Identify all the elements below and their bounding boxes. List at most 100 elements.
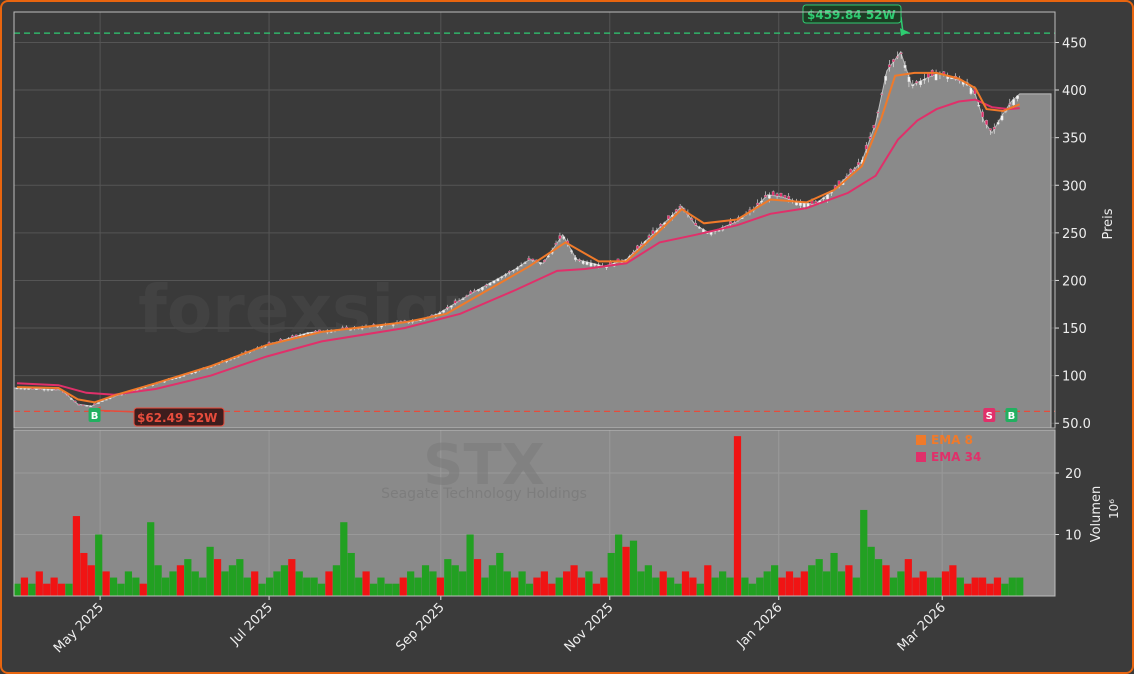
low-52w-label: $62.49 52W xyxy=(137,411,217,425)
volume-bar xyxy=(35,571,43,596)
price-panel-border xyxy=(13,11,1056,429)
candle-body xyxy=(294,334,298,337)
volume-bar xyxy=(659,571,667,596)
candle-body xyxy=(554,243,558,245)
candle-body xyxy=(876,111,880,114)
volume-bar xyxy=(726,577,734,596)
volume-bar xyxy=(72,516,81,596)
high-52w-label: $459.84 52W xyxy=(807,8,896,22)
volume-bar xyxy=(733,436,742,596)
candle-body xyxy=(934,74,938,81)
buy-signal-label: B xyxy=(91,411,99,422)
volume-bar xyxy=(481,577,489,596)
volume-bar xyxy=(273,571,281,596)
price-axis: 50.0 100 150 200 250 300 350 400 450 xyxy=(1055,36,1091,432)
candle-body xyxy=(992,127,996,130)
candle-body xyxy=(54,389,58,391)
volume-bar xyxy=(377,577,385,596)
volume-bar xyxy=(459,571,467,596)
volume-bar xyxy=(503,571,511,596)
volume-bar xyxy=(362,571,370,596)
candle-body xyxy=(492,280,496,284)
candle-body xyxy=(651,230,655,235)
volume-bar xyxy=(600,577,608,596)
signal-box xyxy=(88,408,101,422)
volume-bar xyxy=(206,546,214,596)
volume-bar xyxy=(615,534,623,596)
volume-bar xyxy=(644,565,652,596)
candle-body xyxy=(73,400,77,403)
volume-bar xyxy=(399,577,407,596)
candle-body xyxy=(636,245,639,249)
price-tick-label: 250 xyxy=(1062,227,1087,242)
candle-body xyxy=(1000,115,1004,121)
candle-body xyxy=(50,389,54,391)
price-tick-label: 300 xyxy=(1062,179,1087,194)
volume-bar xyxy=(741,577,749,596)
volume-bar xyxy=(50,577,58,596)
volume-bar xyxy=(340,522,348,596)
legend-swatch-ema34 xyxy=(916,452,926,462)
price-axis-label: Preis xyxy=(1101,208,1116,239)
candle-body xyxy=(799,202,802,206)
candle-body xyxy=(911,84,915,87)
candle-body xyxy=(690,218,694,221)
candle-body xyxy=(767,194,771,199)
volume-grid xyxy=(14,430,1055,596)
candle-body xyxy=(446,307,449,309)
volume-bar xyxy=(20,577,29,596)
candle-body xyxy=(845,176,849,178)
volume-bar xyxy=(310,577,318,596)
volume-bar xyxy=(956,577,964,596)
volume-bar xyxy=(719,571,727,596)
date-tick-label: Nov 2025 xyxy=(562,600,617,655)
candle-body xyxy=(880,93,884,95)
low-52w-annotation: $62.49 52W xyxy=(91,406,225,427)
candle-body xyxy=(903,65,907,68)
candle-body xyxy=(558,235,562,239)
volume-bar xyxy=(882,565,890,596)
candle-body xyxy=(500,276,504,278)
volume-bar xyxy=(518,571,526,596)
legend-label-ema34: EMA 34 xyxy=(931,450,981,464)
candle-body xyxy=(981,111,984,118)
volume-bar xyxy=(919,571,927,596)
volume-bar xyxy=(414,577,422,596)
candle-body xyxy=(1012,99,1015,106)
candle-body xyxy=(581,260,585,264)
volume-bar xyxy=(228,565,237,596)
candle-body xyxy=(442,310,445,313)
candle-body xyxy=(996,122,1000,125)
volume-bar xyxy=(592,583,600,596)
candle-body xyxy=(574,257,577,260)
volume-bar xyxy=(941,571,950,596)
volume-bar xyxy=(451,565,459,596)
volume-bar xyxy=(860,509,868,596)
candle-body xyxy=(35,388,38,391)
volume-bar xyxy=(555,577,563,596)
volume-bar xyxy=(57,583,66,596)
candle-body xyxy=(527,257,531,261)
candle-body xyxy=(698,227,701,229)
candle-body xyxy=(27,388,30,390)
volume-bar xyxy=(124,571,133,596)
candle-body xyxy=(783,195,787,198)
volume-bar xyxy=(213,559,222,596)
volume-bar xyxy=(815,559,823,596)
candle-body xyxy=(989,128,992,131)
legend-swatch-ema8 xyxy=(916,435,926,445)
volume-bar xyxy=(384,583,392,596)
volume-bar xyxy=(629,540,638,596)
date-tick-label: Mar 2026 xyxy=(895,600,949,654)
volume-tick-label: 10 xyxy=(1065,529,1082,544)
volume-bar xyxy=(147,522,155,596)
candle-body xyxy=(589,262,593,267)
candle-body xyxy=(481,287,484,290)
volume-bar xyxy=(585,571,593,596)
price-tick-label: 200 xyxy=(1062,274,1087,289)
candle-body xyxy=(484,284,488,287)
volume-bar xyxy=(763,571,771,596)
volume-bar xyxy=(303,577,311,596)
